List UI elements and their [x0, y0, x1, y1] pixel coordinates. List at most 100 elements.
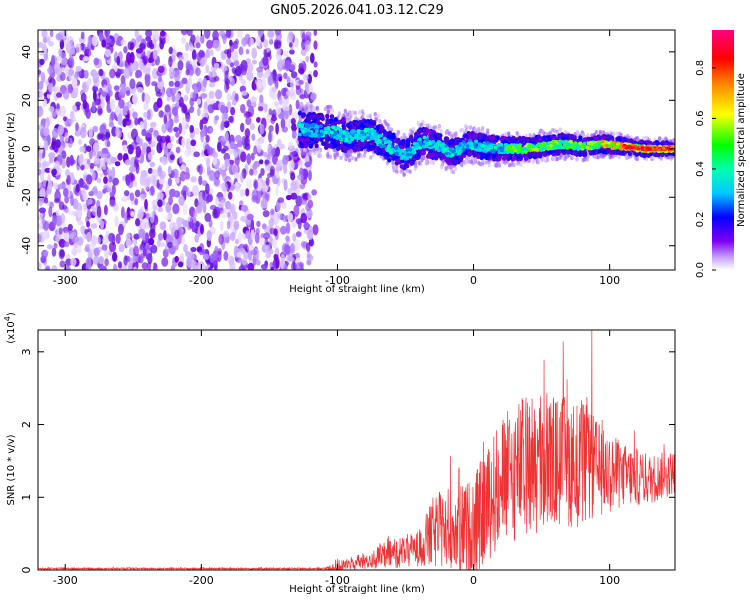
spectrogram-noise-cell [212, 39, 220, 49]
spectrogram-signal-halo [408, 169, 412, 174]
spectrogram-signal-halo [473, 158, 477, 163]
spectrogram-signal-halo [494, 163, 499, 168]
spectrogram-noise-cell [149, 175, 157, 185]
spectrogram-noise-cell [78, 154, 84, 167]
spectrogram-noise-cell [272, 238, 278, 249]
spectrogram-noise-cell [183, 243, 188, 253]
spectrogram-noise-cell [215, 196, 219, 206]
spectrogram-noise-cell [152, 49, 158, 61]
spectrogram-noise-cell [91, 206, 99, 216]
spectrogram-noise-cell [38, 80, 44, 91]
spectrogram-noise-cell [239, 189, 246, 197]
spectrogram-noise-cell [115, 126, 120, 138]
spectrogram-noise-cell [146, 109, 151, 120]
spectrogram-noise-cell [246, 244, 255, 251]
spectrogram-noise-cell [282, 263, 288, 270]
spectrogram-signal-halo [617, 154, 621, 159]
spectrogram-noise-cell [312, 224, 319, 236]
spectrogram-noise-cell [299, 94, 306, 100]
spectrogram-signal-cell [484, 136, 490, 142]
spectrogram-signal-halo [546, 157, 550, 163]
spectrogram-noise-cell [177, 60, 184, 71]
spectrogram-signal-cell [524, 156, 529, 162]
spectrogram-signal-halo [416, 121, 420, 126]
spectrogram-signal-halo [298, 106, 302, 111]
spectrogram-noise-cell [156, 97, 163, 109]
spectrogram-noise-cell [237, 232, 243, 243]
spectrogram-signal-halo [371, 152, 376, 158]
spectrogram-signal-cell [387, 130, 392, 136]
spectrogram-noise-cell [195, 35, 200, 43]
spectrogram-signal-cell [325, 113, 330, 119]
spectrogram-noise-cell [205, 196, 210, 204]
spectrogram-noise-cell [87, 35, 92, 47]
spectrogram-noise-cell [235, 238, 239, 245]
spectrogram-noise-cell [60, 58, 68, 66]
spectrogram-signal-halo [348, 117, 352, 122]
spectrogram-noise-cell [55, 56, 63, 62]
spectrogram-signal-cell [306, 115, 311, 121]
spectrogram-noise-cell [126, 109, 131, 120]
spectrogram-noise-cell [194, 234, 200, 243]
spectrogram-noise-cell [214, 170, 220, 180]
spectrogram-noise-cell [39, 58, 45, 66]
spectrogram-noise-cell [178, 195, 185, 206]
spectrogram-noise-cell [291, 219, 297, 229]
spectrogram-noise-cell [231, 163, 239, 174]
spectrogram-signal-halo [615, 131, 619, 136]
spectrogram-signal-halo [356, 154, 360, 159]
spectrogram-signal-cell [382, 129, 387, 135]
spectrogram-noise-cell [181, 77, 188, 85]
spectrogram-noise-cell [190, 246, 197, 253]
spectrogram-noise-cell [311, 189, 317, 196]
spectrogram-noise-cell [177, 55, 184, 61]
spectrogram-signal-cell [405, 163, 410, 169]
spectrogram-signal-cell [494, 135, 500, 141]
spectrogram-noise-cell [58, 105, 67, 117]
spectrogram-signal-cell [594, 137, 600, 142]
spectrogram-noise-cell [300, 199, 307, 205]
spectrogram-signal-cell [400, 139, 406, 145]
spectrogram-noise-cell [300, 241, 308, 248]
spectrogram-noise-cell [164, 104, 171, 113]
spectrogram-signal-halo [555, 156, 560, 162]
spectrogram-noise-cell [231, 99, 237, 106]
spectrogram-noise-cell [273, 228, 278, 236]
spectrogram-noise-cell [69, 110, 75, 119]
spectrogram-noise-cell [290, 243, 295, 254]
spectrogram-signal-cell [419, 150, 425, 156]
spectrogram-noise-cell [70, 195, 74, 207]
spectrogram-noise-cell [159, 242, 166, 248]
spectrogram-signal-cell [335, 146, 341, 152]
spectrogram-signal-halo [440, 162, 444, 168]
spectrogram-noise-cell [246, 153, 252, 166]
spectrogram-signal-halo [433, 124, 438, 130]
spectrogram-noise-cell [173, 117, 180, 124]
spectrogram-signal-cell [377, 146, 382, 152]
spectrogram-noise-cell [93, 156, 100, 165]
spectrogram-noise-cell [130, 211, 135, 218]
spectrogram-noise-cell [144, 221, 151, 230]
spectrogram-noise-cell [191, 49, 197, 61]
spectrogram-noise-cell [40, 170, 45, 182]
spectrogram-noise-cell [306, 251, 311, 259]
spectrogram-noise-cell [265, 251, 272, 259]
spectrogram-noise-cell [108, 232, 115, 243]
spectrogram-noise-cell [254, 138, 262, 148]
spectrogram-signal-halo [313, 151, 317, 156]
spectrogram-noise-cell [250, 228, 255, 240]
spectrogram-noise-cell [143, 92, 150, 105]
spectrogram-noise-cell [98, 172, 104, 178]
spectrogram-noise-cell [270, 208, 275, 215]
spectrogram-noise-cell [171, 49, 177, 58]
spectrogram-signal-cell [405, 138, 411, 143]
spectrogram-signal-cell [463, 133, 468, 139]
spectrogram-noise-cell [39, 187, 46, 199]
spectrogram-noise-cell [38, 182, 44, 190]
spectrogram-signal-halo [536, 159, 541, 165]
spectrogram-signal-halo [326, 152, 330, 157]
spectrogram-noise-cell [290, 261, 297, 270]
spectrogram-signal-halo [451, 169, 455, 175]
spectrogram-noise-cell [143, 111, 148, 118]
spectrogram-noise-cell [126, 100, 132, 109]
